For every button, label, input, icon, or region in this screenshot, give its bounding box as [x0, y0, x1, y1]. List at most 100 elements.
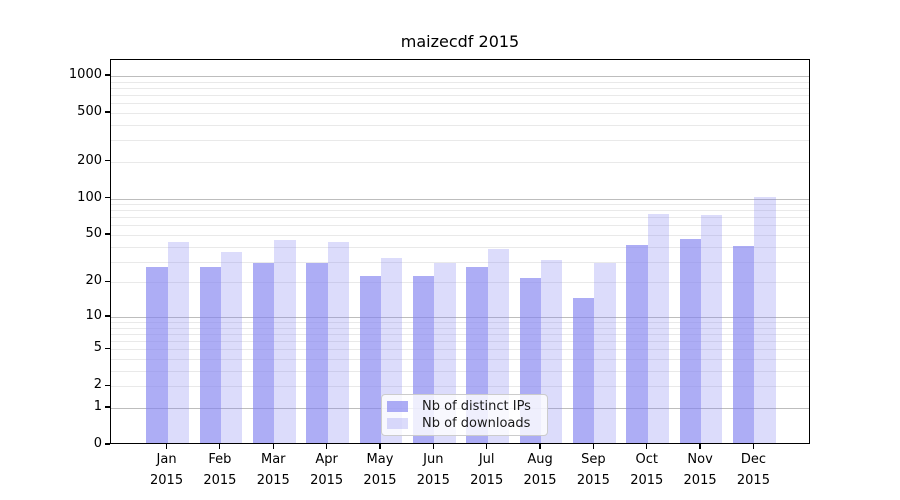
gridline-minor: [111, 370, 809, 372]
y-tick-mark: [105, 233, 110, 235]
bar-downloads-apr: [327, 242, 349, 443]
bar-downloads-dec: [754, 196, 776, 443]
y-tick-mark: [105, 347, 110, 349]
x-tick-mark: [165, 444, 168, 449]
gridline-minor: [111, 282, 809, 284]
legend-swatch-downloads-icon: [387, 418, 408, 429]
gridline-minor: [111, 341, 809, 343]
gridline-minor: [111, 333, 809, 335]
legend-swatch-distinct-ips-icon: [387, 401, 408, 412]
y-tick-mark: [105, 196, 110, 199]
x-tick-mark: [379, 444, 381, 449]
gridline-minor: [111, 327, 809, 329]
x-tick-label-sep: Sep 2015: [576, 452, 610, 488]
bar-distinct-ips-oct: [626, 244, 648, 443]
x-tick-label-jan: Jan 2015: [150, 452, 184, 488]
gridline-major: [111, 198, 809, 200]
gridline-minor: [111, 210, 809, 212]
y-tick-label-2: 2: [93, 377, 102, 393]
gridline-minor: [111, 204, 809, 206]
y-tick-label-10: 10: [85, 307, 102, 323]
bar-distinct-ips-nov: [679, 238, 702, 443]
y-tick-mark: [105, 443, 110, 445]
bar-downloads-sep: [594, 263, 616, 443]
y-tick-label-1: 1: [93, 398, 102, 414]
plot-area: Nb of distinct IPs Nb of downloads: [110, 59, 810, 444]
gridline-minor: [111, 161, 809, 163]
legend-label-distinct-ips: Nb of distinct IPs: [422, 399, 531, 414]
bar-distinct-ips-feb: [199, 266, 221, 443]
bar-distinct-ips-dec: [733, 245, 755, 443]
x-tick-label-nov: Nov 2015: [683, 452, 717, 488]
y-tick-mark: [105, 280, 110, 282]
bar-distinct-ips-mar: [252, 263, 275, 443]
x-tick-mark: [219, 444, 221, 449]
y-tick-mark: [105, 111, 110, 113]
y-tick-mark: [105, 160, 110, 162]
gridline-major: [111, 76, 809, 77]
y-tick-label-500: 500: [77, 103, 102, 119]
gridline-major: [111, 316, 809, 318]
x-tick-mark: [272, 444, 274, 449]
x-tick-label-apr: Apr 2015: [310, 452, 344, 488]
bar-downloads-jan: [167, 242, 189, 443]
x-tick-mark: [432, 444, 434, 449]
x-tick-label-feb: Feb 2015: [203, 452, 237, 488]
gridline-minor: [111, 124, 809, 126]
y-tick-label-0: 0: [93, 436, 102, 451]
bar-distinct-ips-jan: [146, 266, 168, 443]
y-tick-label-200: 200: [77, 152, 102, 168]
legend-item-distinct-ips: Nb of distinct IPs: [387, 399, 541, 414]
x-tick-mark: [539, 444, 541, 449]
x-tick-label-jun: Jun 2015: [416, 452, 450, 488]
x-tick-label-mar: Mar 2015: [256, 452, 290, 488]
legend-item-downloads: Nb of downloads: [387, 416, 541, 431]
x-tick-mark: [326, 444, 328, 449]
bar-downloads-nov: [701, 215, 723, 443]
y-tick-label-50: 50: [85, 226, 102, 241]
x-tick-mark: [646, 444, 648, 449]
gridline-minor: [111, 235, 809, 236]
gridline-minor: [111, 217, 809, 219]
y-tick-mark: [105, 384, 110, 386]
x-tick-label-jul: Jul 2015: [470, 452, 504, 488]
gridline-minor: [111, 81, 809, 83]
bar-distinct-ips-apr: [306, 263, 328, 443]
x-tick-mark: [592, 444, 594, 449]
x-tick-label-aug: Aug 2015: [523, 452, 557, 488]
bar-downloads-feb: [220, 251, 243, 443]
y-tick-label-5: 5: [93, 340, 102, 356]
gridline-minor: [111, 225, 809, 227]
gridline-minor: [111, 140, 809, 142]
gridline-minor: [111, 112, 809, 114]
gridline-minor: [111, 359, 809, 361]
chart-title: maizecdf 2015: [400, 32, 520, 51]
x-tick-mark: [699, 444, 701, 449]
bar-downloads-mar: [274, 239, 296, 443]
gridline-minor: [111, 87, 809, 89]
bar-distinct-ips-sep: [573, 298, 595, 443]
x-tick-mark: [486, 444, 488, 449]
y-tick-label-100: 100: [77, 189, 102, 205]
gridline-minor: [111, 95, 809, 97]
bar-distinct-ips-may: [359, 275, 381, 443]
legend: Nb of distinct IPs Nb of downloads: [381, 394, 548, 436]
x-tick-label-may: May 2015: [363, 452, 397, 488]
x-tick-mark: [752, 444, 755, 449]
x-tick-label-dec: Dec 2015: [736, 452, 770, 488]
legend-label-downloads: Nb of downloads: [422, 416, 531, 431]
bar-downloads-oct: [647, 213, 670, 443]
gridline-minor: [111, 322, 809, 324]
y-tick-mark: [105, 315, 110, 317]
y-tick-label-20: 20: [85, 273, 102, 289]
y-tick-mark: [105, 406, 110, 408]
gridline-minor: [111, 349, 809, 351]
x-tick-label-oct: Oct 2015: [630, 452, 664, 488]
y-tick-label-1000: 1000: [68, 67, 102, 82]
y-tick-mark: [105, 74, 110, 76]
gridline-minor: [111, 386, 809, 388]
gridline-minor: [111, 246, 809, 248]
gridline-minor: [111, 261, 809, 263]
gridline-minor: [111, 103, 809, 105]
